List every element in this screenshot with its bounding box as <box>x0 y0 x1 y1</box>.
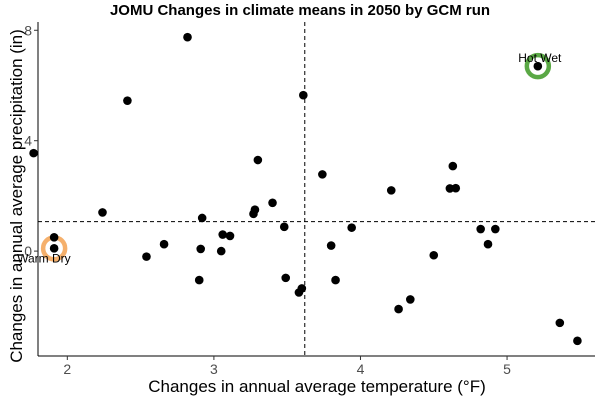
x-axis-title: Changes in annual average temperature (°… <box>148 377 486 396</box>
y-tick-label-1: 4 <box>24 133 32 149</box>
data-point-18 <box>279 222 289 232</box>
data-point-19 <box>281 273 291 283</box>
data-point-8 <box>194 275 204 285</box>
x-tick-label-0: 2 <box>63 361 71 377</box>
data-point-16 <box>253 155 263 165</box>
data-point-36 <box>491 224 500 234</box>
data-point-27 <box>386 186 396 195</box>
plot-panel: 2 3 4 5 0 4 8 Hot Wet Warm Dry <box>17 22 595 377</box>
data-point-13 <box>225 231 235 241</box>
data-point-17 <box>268 198 277 208</box>
highlight-label-1: Warm Dry <box>17 251 71 265</box>
data-point-3 <box>98 208 107 217</box>
chart-title: JOMU Changes in climate means in 2050 by… <box>110 2 490 19</box>
data-point-23 <box>318 170 327 179</box>
data-point-30 <box>429 250 439 260</box>
highlight-label-0: Hot Wet <box>518 51 562 65</box>
x-tick-label-1: 3 <box>210 361 218 377</box>
highlight-ring-0 <box>524 52 552 80</box>
data-point-25 <box>331 275 340 285</box>
data-point-21 <box>297 284 307 293</box>
data-point-5 <box>142 252 151 261</box>
data-point-32 <box>448 161 458 171</box>
data-point-9 <box>196 244 206 254</box>
data-point-35 <box>483 239 493 249</box>
data-point-34 <box>476 224 485 234</box>
data-point-7 <box>183 32 192 42</box>
data-point-39 <box>573 336 582 346</box>
data-point-11 <box>216 246 226 256</box>
data-point-28 <box>394 304 403 314</box>
data-point-4 <box>123 96 132 105</box>
data-point-37 <box>533 61 543 71</box>
x-tick-label-2: 4 <box>357 361 365 377</box>
x-tick-label-3: 5 <box>503 361 511 377</box>
y-tick-label-2: 8 <box>24 22 32 38</box>
y-tick-label-0: 0 <box>24 243 32 259</box>
data-point-6 <box>159 239 169 249</box>
data-point-15 <box>250 205 260 215</box>
data-point-38 <box>555 318 565 328</box>
data-point-33 <box>451 183 461 193</box>
data-point-24 <box>326 241 336 250</box>
data-point-29 <box>406 295 415 304</box>
data-point-2 <box>49 244 59 253</box>
y-axis-title: Changes in annual average precipitation … <box>7 29 26 363</box>
data-point-22 <box>299 90 308 100</box>
data-point-0 <box>29 148 38 158</box>
data-point-1 <box>49 233 59 242</box>
data-point-12 <box>218 230 227 239</box>
data-point-26 <box>347 223 356 232</box>
data-point-10 <box>197 213 207 223</box>
